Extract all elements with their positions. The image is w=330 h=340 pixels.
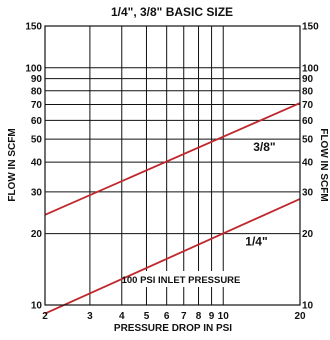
y-tick-label-right: 20 [302,229,314,240]
y-tick-label-right: 50 [302,135,314,146]
series-label-one-quarter: 1/4" [245,235,267,249]
y-tick-label-right: 70 [302,100,314,111]
y-tick-label-left: 70 [31,100,43,111]
x-tick-label: 10 [218,311,230,322]
series-labels: 3/8" 1/4" [245,140,275,248]
x-tick-label: 20 [294,311,306,322]
inlet-pressure-annotation: 100 PSI INLET PRESSURE [122,275,241,286]
y-tick-label-right: 90 [302,74,314,85]
grid-lines [44,25,301,306]
x-tick-label: 2 [42,311,48,322]
chart-title: 1/4", 3/8" BASIC SIZE [111,5,233,19]
y-tick-label-left: 150 [25,22,42,33]
y-tick-label-right: 40 [302,158,314,169]
y-tick-label-left: 80 [31,86,43,97]
y-tick-label-left: 40 [31,158,43,169]
x-tick-label: 8 [196,311,202,322]
x-tick-label: 3 [87,311,93,322]
annotation-background [124,271,238,287]
x-tick-label: 6 [164,311,170,322]
y-tick-label-right: 80 [302,86,314,97]
x-tick-label: 7 [181,311,187,322]
y-tick-label-right: 30 [302,187,314,198]
x-tick-label: 9 [209,311,215,322]
y-tick-label-left: 100 [25,63,42,74]
y-tick-label-left: 50 [31,135,43,146]
series-line-three-eighths [44,102,301,216]
y-tick-label-left: 90 [31,74,43,85]
y-axis-label-right: FLOW IN SCFM [318,128,329,201]
y-tick-label-right: 100 [302,63,319,74]
y-tick-label-left: 60 [31,116,43,127]
y-tick-label-left: 30 [31,187,43,198]
y-tick-label-right: 60 [302,116,314,127]
x-axis-label: PRESSURE DROP IN PSI [114,323,232,334]
series-lines [44,102,301,315]
y-tick-label-right: 10 [302,301,314,312]
series-label-three-eighths: 3/8" [253,140,275,154]
y-tick-label-right: 150 [302,22,319,33]
y-axis-label: FLOW IN SCFM [7,128,18,201]
y-tick-label-left: 20 [31,229,43,240]
plot-frame [44,25,301,306]
x-tick-label: 5 [144,311,150,322]
y-tick-label-left: 10 [31,301,43,312]
series-line-one-quarter [44,198,301,315]
x-tick-labels: 2 3 4 5 6 7 8 9 10 20 [42,311,306,322]
x-tick-label: 4 [119,311,125,322]
